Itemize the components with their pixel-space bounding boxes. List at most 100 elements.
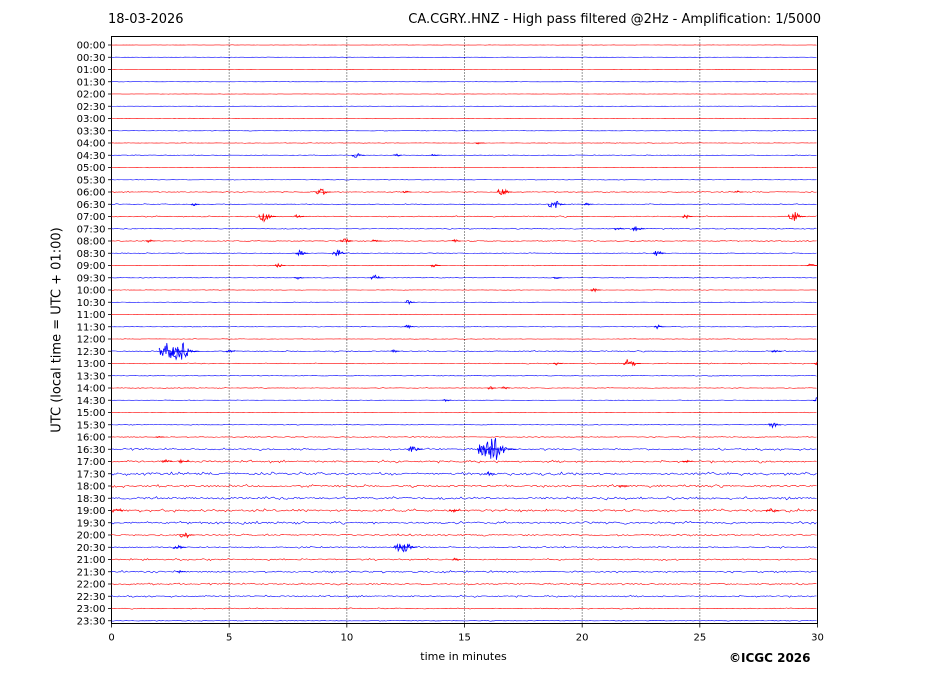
trace-row (111, 215, 817, 218)
trace-row (111, 459, 817, 464)
trace-row (111, 142, 817, 144)
trace-row (111, 203, 817, 206)
y-tick-label: 14:00 (77, 384, 106, 395)
event-burst (476, 438, 517, 460)
trace-row (111, 240, 817, 242)
event-burst (274, 262, 286, 268)
trace-row (111, 520, 817, 525)
y-tick-label: 05:00 (77, 163, 106, 174)
event-burst (771, 349, 782, 353)
y-tick-label: 15:00 (77, 408, 106, 419)
x-axis-label-wrap: time in minutes (0, 650, 927, 663)
event-burst (190, 203, 200, 207)
event-burst (813, 397, 818, 402)
event-burst (315, 188, 331, 196)
y-tick-label: 15:30 (77, 420, 106, 431)
event-burst (407, 445, 423, 452)
event-burst (393, 153, 402, 157)
event-burst (451, 557, 461, 561)
trace-row (111, 227, 817, 230)
event-burst (293, 213, 305, 218)
trace-row (111, 387, 817, 389)
event-burst (552, 362, 563, 366)
event-burst (475, 142, 485, 145)
y-tick-label: 21:30 (77, 567, 106, 578)
x-tick-label: 25 (693, 633, 706, 644)
x-tick-label: 20 (576, 633, 589, 644)
y-tick-label: 20:00 (77, 531, 106, 542)
event-burst (390, 349, 400, 353)
event-burst (806, 263, 818, 267)
trace-row (111, 166, 817, 169)
event-group (112, 142, 818, 574)
y-tick-label: 20:30 (77, 543, 106, 554)
y-tick-label: 03:00 (77, 114, 106, 125)
y-tick-label: 12:30 (77, 347, 106, 358)
event-burst (258, 213, 277, 223)
x-tick-label: 15 (458, 633, 471, 644)
plot-grid (228, 36, 701, 624)
y-tick-label: 13:00 (77, 359, 106, 370)
event-burst (487, 386, 497, 390)
event-burst (161, 458, 173, 463)
trace-row (111, 484, 817, 488)
event-burst (158, 343, 187, 359)
event-burst (176, 570, 186, 574)
trace-row (111, 594, 817, 598)
y-tick-label: 06:30 (77, 200, 106, 211)
event-burst (178, 458, 189, 464)
event-burst (653, 250, 666, 256)
trace-row (111, 423, 817, 426)
trace-row (111, 117, 817, 120)
event-burst (484, 471, 495, 477)
event-burst (172, 544, 186, 550)
event-burst (451, 238, 461, 243)
event-burst (583, 202, 593, 206)
x-axis: 0 5 10 15 20 25 30 (108, 623, 824, 644)
event-burst (295, 249, 309, 257)
trace-row (111, 154, 817, 156)
y-tick-label: 22:30 (77, 592, 106, 603)
y-tick-label: 11:30 (77, 322, 106, 333)
event-burst (339, 238, 353, 244)
y-tick-label: 17:30 (77, 469, 106, 480)
event-burst (813, 361, 818, 366)
x-tick-label: 5 (226, 633, 232, 644)
event-burst (613, 227, 625, 231)
y-tick-label: 19:30 (77, 518, 106, 529)
event-burst (681, 459, 693, 464)
event-burst (112, 508, 123, 512)
event-burst (442, 399, 452, 403)
y-tick-label: 16:00 (77, 433, 106, 444)
event-burst (590, 288, 601, 293)
trace-row (111, 375, 817, 377)
trace-row (111, 130, 817, 132)
event-burst (351, 153, 365, 158)
x-tick-label: 10 (340, 633, 353, 644)
y-tick-label: 13:30 (77, 371, 106, 382)
y-tick-label: 07:30 (77, 224, 106, 235)
chart-title: CA.CGRY..HNZ - High pass filtered @2Hz -… (408, 12, 821, 27)
y-tick-label: 09:00 (77, 261, 106, 272)
y-tick-label: 08:00 (77, 237, 106, 248)
trace-row (111, 533, 817, 537)
y-tick-label: 17:00 (77, 457, 106, 468)
event-burst (765, 508, 779, 513)
event-burst (371, 239, 382, 243)
y-axis-label: UTC (local time = UTC + 01:00) (49, 227, 65, 433)
trace-row (111, 496, 817, 501)
y-tick-label: 10:30 (77, 298, 106, 309)
event-burst (402, 190, 412, 194)
trace-row (111, 436, 817, 438)
y-tick-label: 19:00 (77, 506, 106, 517)
event-burst (653, 324, 665, 330)
y-tick-label: 23:00 (77, 604, 106, 615)
trace-row (111, 252, 817, 255)
y-tick-label: 10:00 (77, 286, 106, 297)
event-burst (225, 349, 235, 353)
trace-row (111, 191, 817, 193)
trace-row (111, 411, 817, 414)
event-burst (622, 359, 641, 367)
